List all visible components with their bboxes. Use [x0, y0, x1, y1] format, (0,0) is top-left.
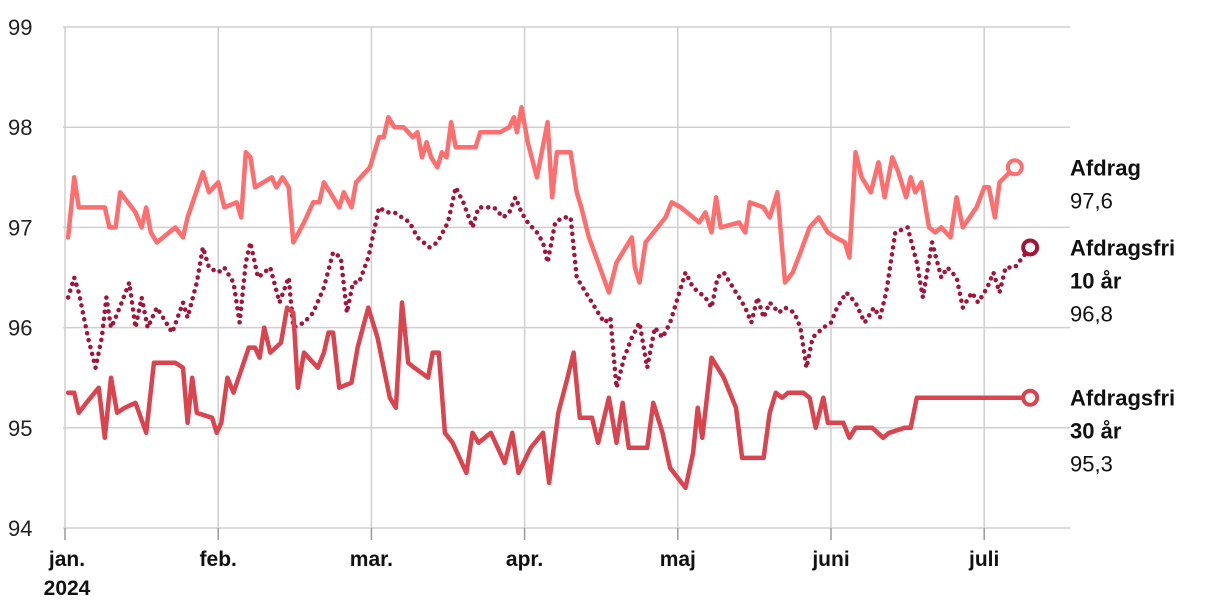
series-line-3 — [65, 300, 1033, 491]
y-gridlines — [63, 26, 1070, 529]
series-end-marker — [1021, 388, 1040, 407]
x-tick-year-label: 2024 — [44, 577, 91, 600]
series-layer — [65, 104, 1040, 491]
x-axis: jan. 2024 feb. mar. apr. maj juni juli — [44, 548, 1000, 600]
y-tick-label: 94 — [8, 516, 32, 541]
x-tick-label: juni — [811, 548, 849, 571]
series-label-name: Afdragsfri — [1070, 235, 1175, 260]
y-tick-label: 96 — [8, 316, 32, 341]
y-tick-label: 98 — [8, 115, 32, 140]
x-tick-label: jan. — [48, 548, 85, 571]
series-line-2 — [65, 185, 1033, 390]
x-tick-label: mar. — [350, 548, 393, 571]
y-tick-label: 99 — [8, 15, 32, 40]
series-label-name: 30 år — [1070, 419, 1122, 444]
x-tick-label: maj — [660, 548, 696, 571]
series-end-marker — [1005, 158, 1024, 177]
series-label-value: 97,6 — [1070, 188, 1113, 213]
y-axis: 94 95 96 97 98 99 — [8, 15, 32, 541]
series-line-1 — [65, 104, 1018, 295]
y-tick-label: 97 — [8, 215, 32, 240]
x-tick-label: juli — [968, 548, 999, 571]
x-gridlines — [64, 27, 985, 540]
end-labels: Afdrag 97,6 Afdragsfri 10 år 96,8 Afdragsfri 3… — [1070, 155, 1175, 476]
series-end-marker-center — [1027, 244, 1034, 251]
x-tick-label: apr. — [506, 548, 543, 571]
series-label-name: Afdrag — [1070, 155, 1141, 180]
x-tick-label: feb. — [200, 548, 237, 571]
series-label-value: 95,3 — [1070, 452, 1113, 477]
y-tick-label: 95 — [8, 416, 32, 441]
series-label-name: Afdragsfri — [1070, 386, 1175, 411]
series-label-name: 10 år — [1070, 268, 1122, 293]
series-label-value: 96,8 — [1070, 301, 1113, 326]
